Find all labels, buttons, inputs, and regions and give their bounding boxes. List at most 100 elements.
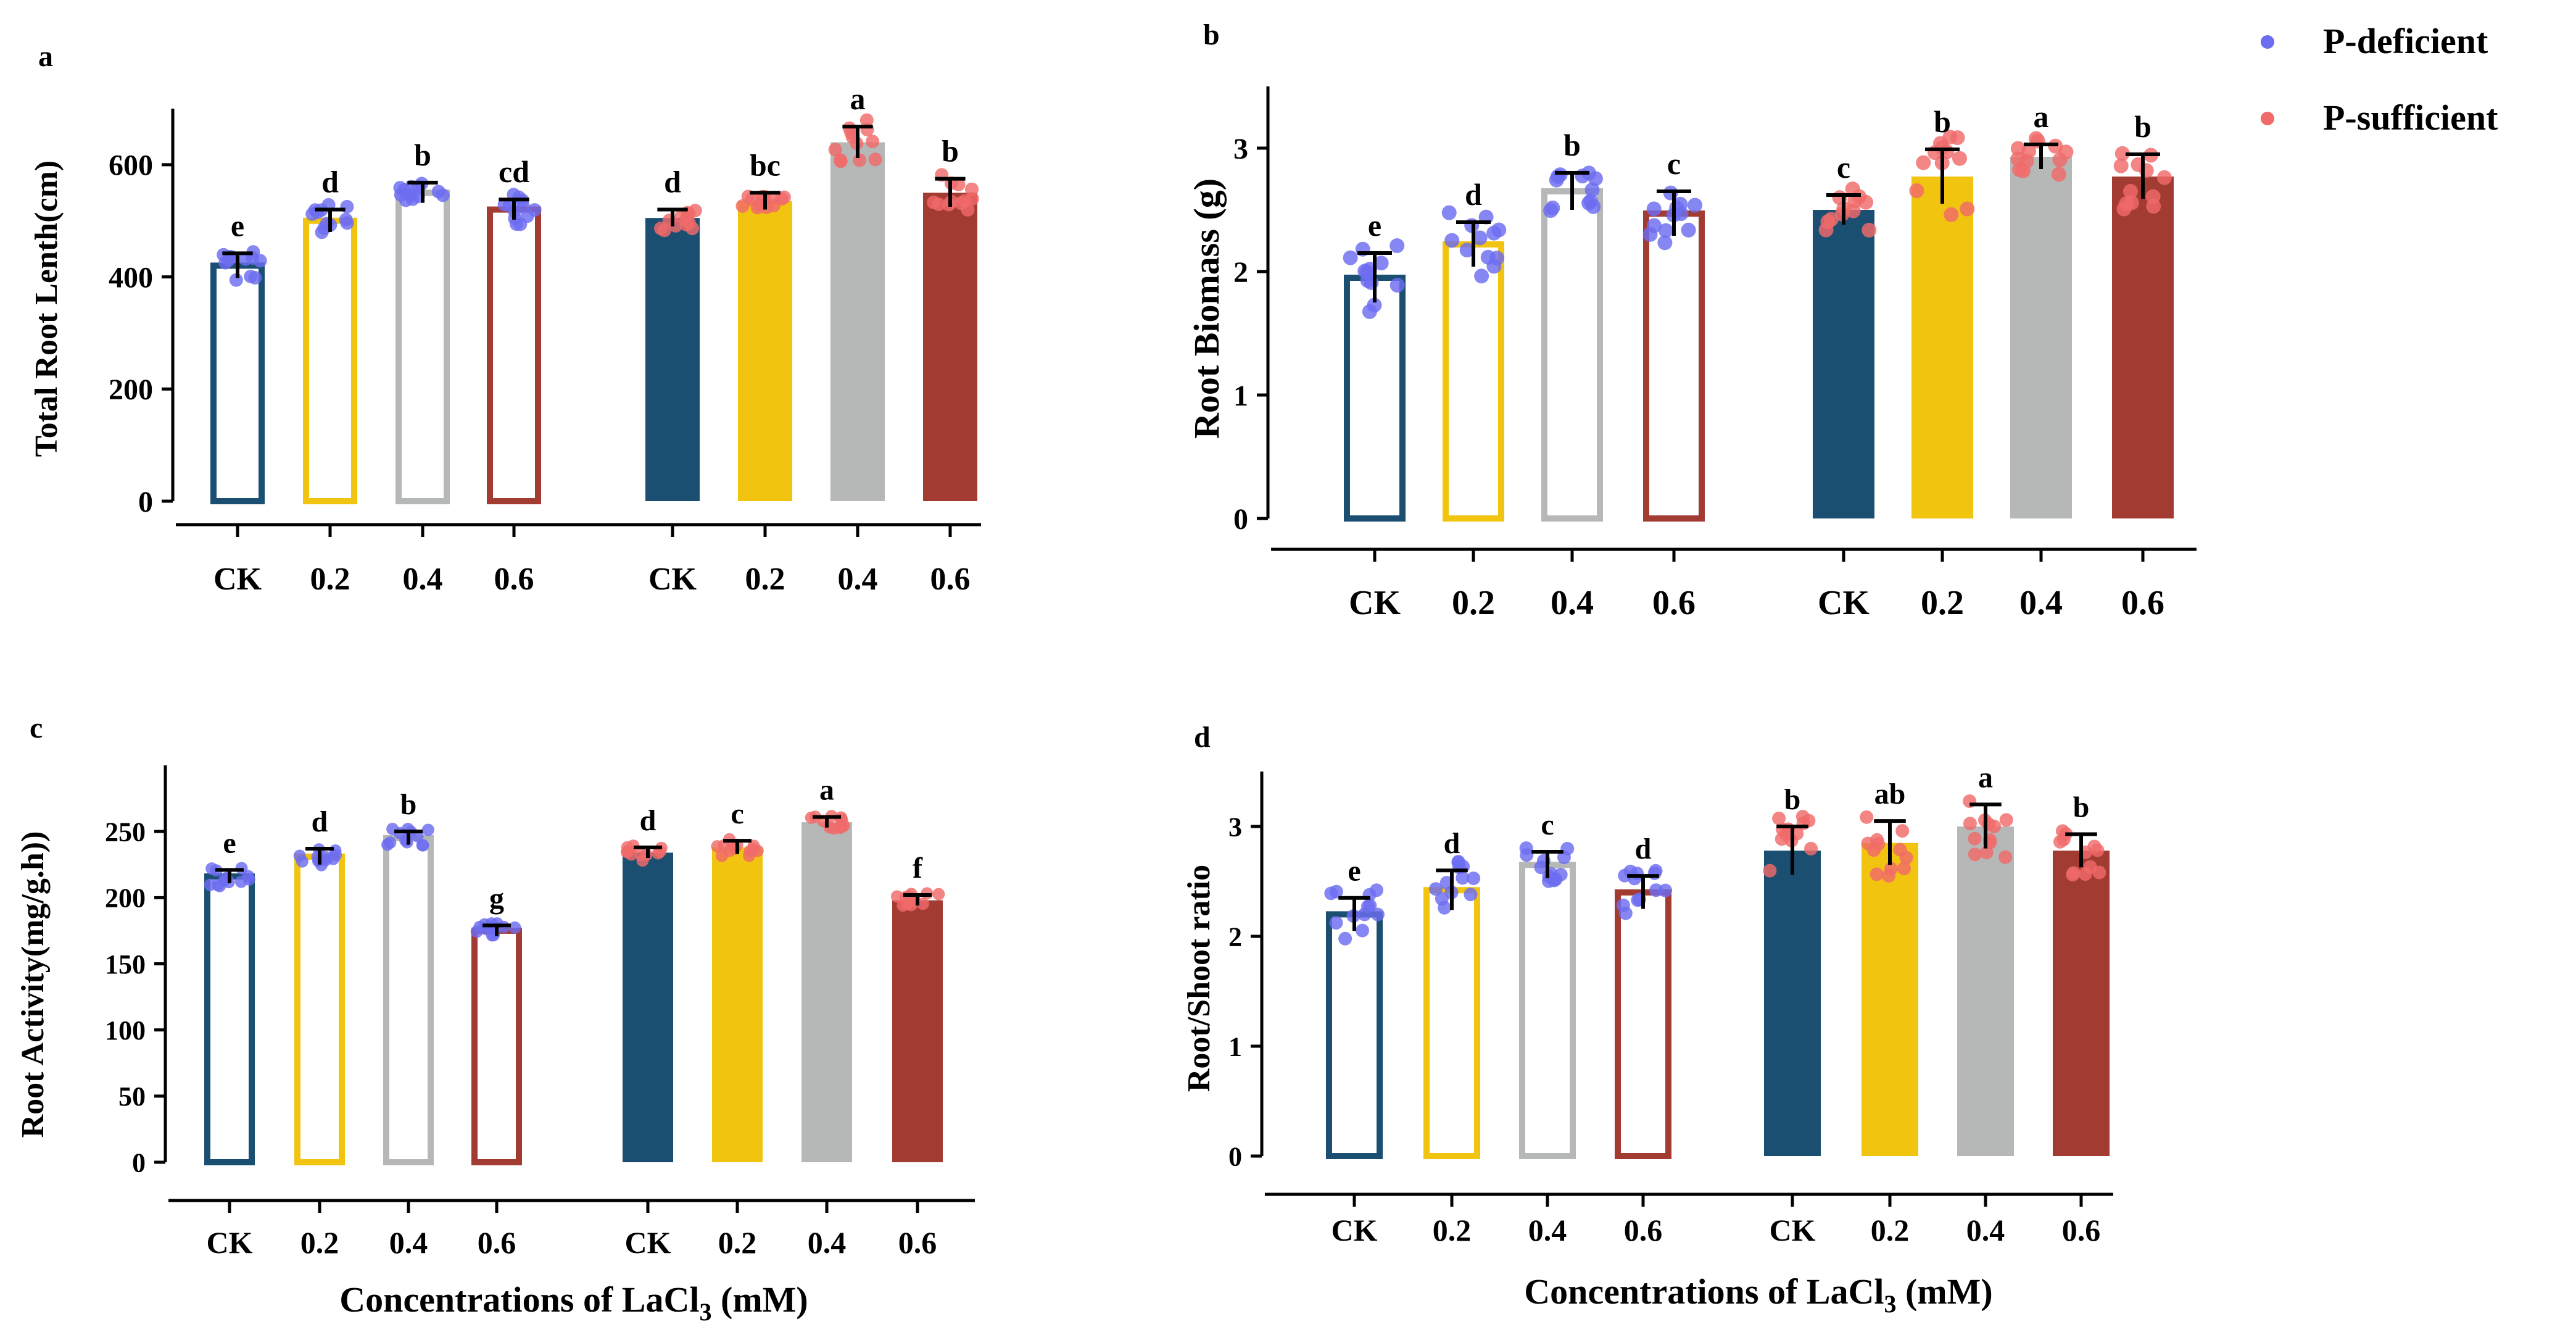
significance-letter: c (1667, 146, 1681, 181)
data-point (293, 849, 306, 862)
data-point (1356, 923, 1370, 938)
data-point (688, 204, 702, 218)
significance-letter: g (489, 882, 504, 915)
x-tick-label: CK (625, 1225, 671, 1260)
y-tick-label: 1 (1228, 1031, 1242, 1062)
bar-p-sufficient (1957, 826, 2014, 1156)
x-tick-label: 0.2 (1921, 584, 1964, 622)
x-tick-label: 0.2 (718, 1225, 757, 1260)
data-point (927, 195, 941, 209)
data-point (1583, 193, 1599, 209)
x-axis-title-subscript: 3 (700, 1298, 712, 1326)
x-tick-label: 0.6 (898, 1225, 937, 1260)
bar-p-deficient (1326, 911, 1383, 1160)
significance-letter: b (2134, 109, 2151, 144)
y-tick-label: 150 (105, 949, 146, 980)
bar-p-sufficient (2053, 851, 2110, 1156)
data-point (1916, 155, 1931, 170)
panel-a-total-root-length: 0 200 400 600 CK e 0.2 d 0.4 b 0.6 cd CK d 0.2 bc 0.4 a 0.… (109, 81, 981, 597)
data-point (2114, 146, 2130, 161)
significance-letter: c (731, 797, 743, 830)
data-point (834, 153, 848, 167)
y-tick-label: 0 (132, 1147, 146, 1178)
x-tick-label: 0.4 (1551, 584, 1594, 622)
x-tick-label: CK (213, 562, 262, 597)
data-point (393, 181, 407, 195)
data-point (1547, 873, 1561, 888)
data-point (958, 194, 972, 208)
data-point (1338, 931, 1352, 946)
bar-p-sufficient (1862, 843, 1918, 1156)
data-point (1543, 203, 1559, 218)
data-point (1893, 843, 1907, 857)
data-point (1862, 222, 1877, 238)
y-tick-label: 0 (1228, 1141, 1242, 1171)
data-point (1657, 235, 1673, 251)
data-point (1669, 200, 1684, 215)
data-point (1467, 871, 1481, 885)
data-point (1944, 207, 1959, 222)
significance-letter: bc (750, 148, 781, 182)
data-point (1932, 136, 1948, 151)
data-point (743, 845, 756, 858)
panel-letter-c: c (30, 712, 43, 744)
bar-p-sufficient (1911, 177, 1973, 518)
x-tick-label: CK (207, 1225, 253, 1260)
bar-p-deficient (487, 206, 541, 504)
significance-letter: a (850, 81, 866, 116)
significance-letter: d (1465, 177, 1482, 212)
y-tick-label: 200 (105, 883, 146, 913)
x-tick-label: CK (1770, 1213, 1816, 1247)
data-point (340, 199, 354, 214)
significance-letter: c (1837, 150, 1850, 185)
data-point (750, 201, 764, 215)
data-point (1688, 198, 1703, 213)
data-point (1968, 847, 1982, 862)
x-tick-label: 0.4 (403, 562, 443, 597)
data-point (1464, 888, 1478, 902)
data-point (403, 188, 417, 202)
data-point (2066, 866, 2081, 880)
bar-p-deficient (1643, 210, 1705, 522)
data-point (1763, 864, 1777, 878)
bar-p-sufficient (801, 822, 852, 1162)
x-tick-label: 0.4 (1966, 1213, 2005, 1247)
data-point (327, 852, 340, 865)
data-point (866, 135, 880, 149)
legend-marker-p-deficient (2261, 35, 2274, 49)
panel-letter-b: b (1203, 19, 1220, 51)
data-point (1659, 883, 1673, 897)
data-point (470, 925, 483, 938)
data-point (1818, 222, 1834, 238)
legend-label-p-sufficient: P-sufficient (2323, 98, 2498, 138)
data-point (805, 811, 818, 824)
data-point (242, 873, 255, 886)
data-point (1884, 862, 1898, 876)
data-point (2051, 167, 2066, 182)
bar-p-sufficient (1813, 210, 1874, 518)
significance-letter: d (640, 804, 656, 837)
data-point (1444, 233, 1460, 248)
significance-letter: b (2073, 791, 2090, 823)
data-point (1860, 810, 1874, 824)
data-point (1519, 841, 1533, 855)
data-point (1646, 218, 1662, 233)
panel-letter-d: d (1194, 721, 1211, 754)
x-tick-label: 0.2 (745, 562, 785, 597)
x-tick-label: 0.6 (930, 562, 971, 597)
data-point (1963, 817, 1977, 831)
x-axis-title-text: Concentrations of LaCl (1524, 1271, 1884, 1312)
data-point (2145, 189, 2161, 204)
data-point (421, 823, 434, 836)
data-point (1804, 841, 1818, 855)
significance-letter: e (1368, 208, 1381, 243)
y-axis-label-panel-a: Total Root Lenth(cm) (29, 160, 64, 457)
bar-p-sufficient (2010, 157, 2072, 518)
data-point (1646, 201, 1662, 217)
significance-letter: d (321, 165, 339, 199)
data-point (1909, 183, 1924, 198)
y-tick-label: 200 (109, 373, 153, 406)
x-tick-label: CK (1818, 584, 1870, 622)
data-point (1451, 855, 1465, 869)
